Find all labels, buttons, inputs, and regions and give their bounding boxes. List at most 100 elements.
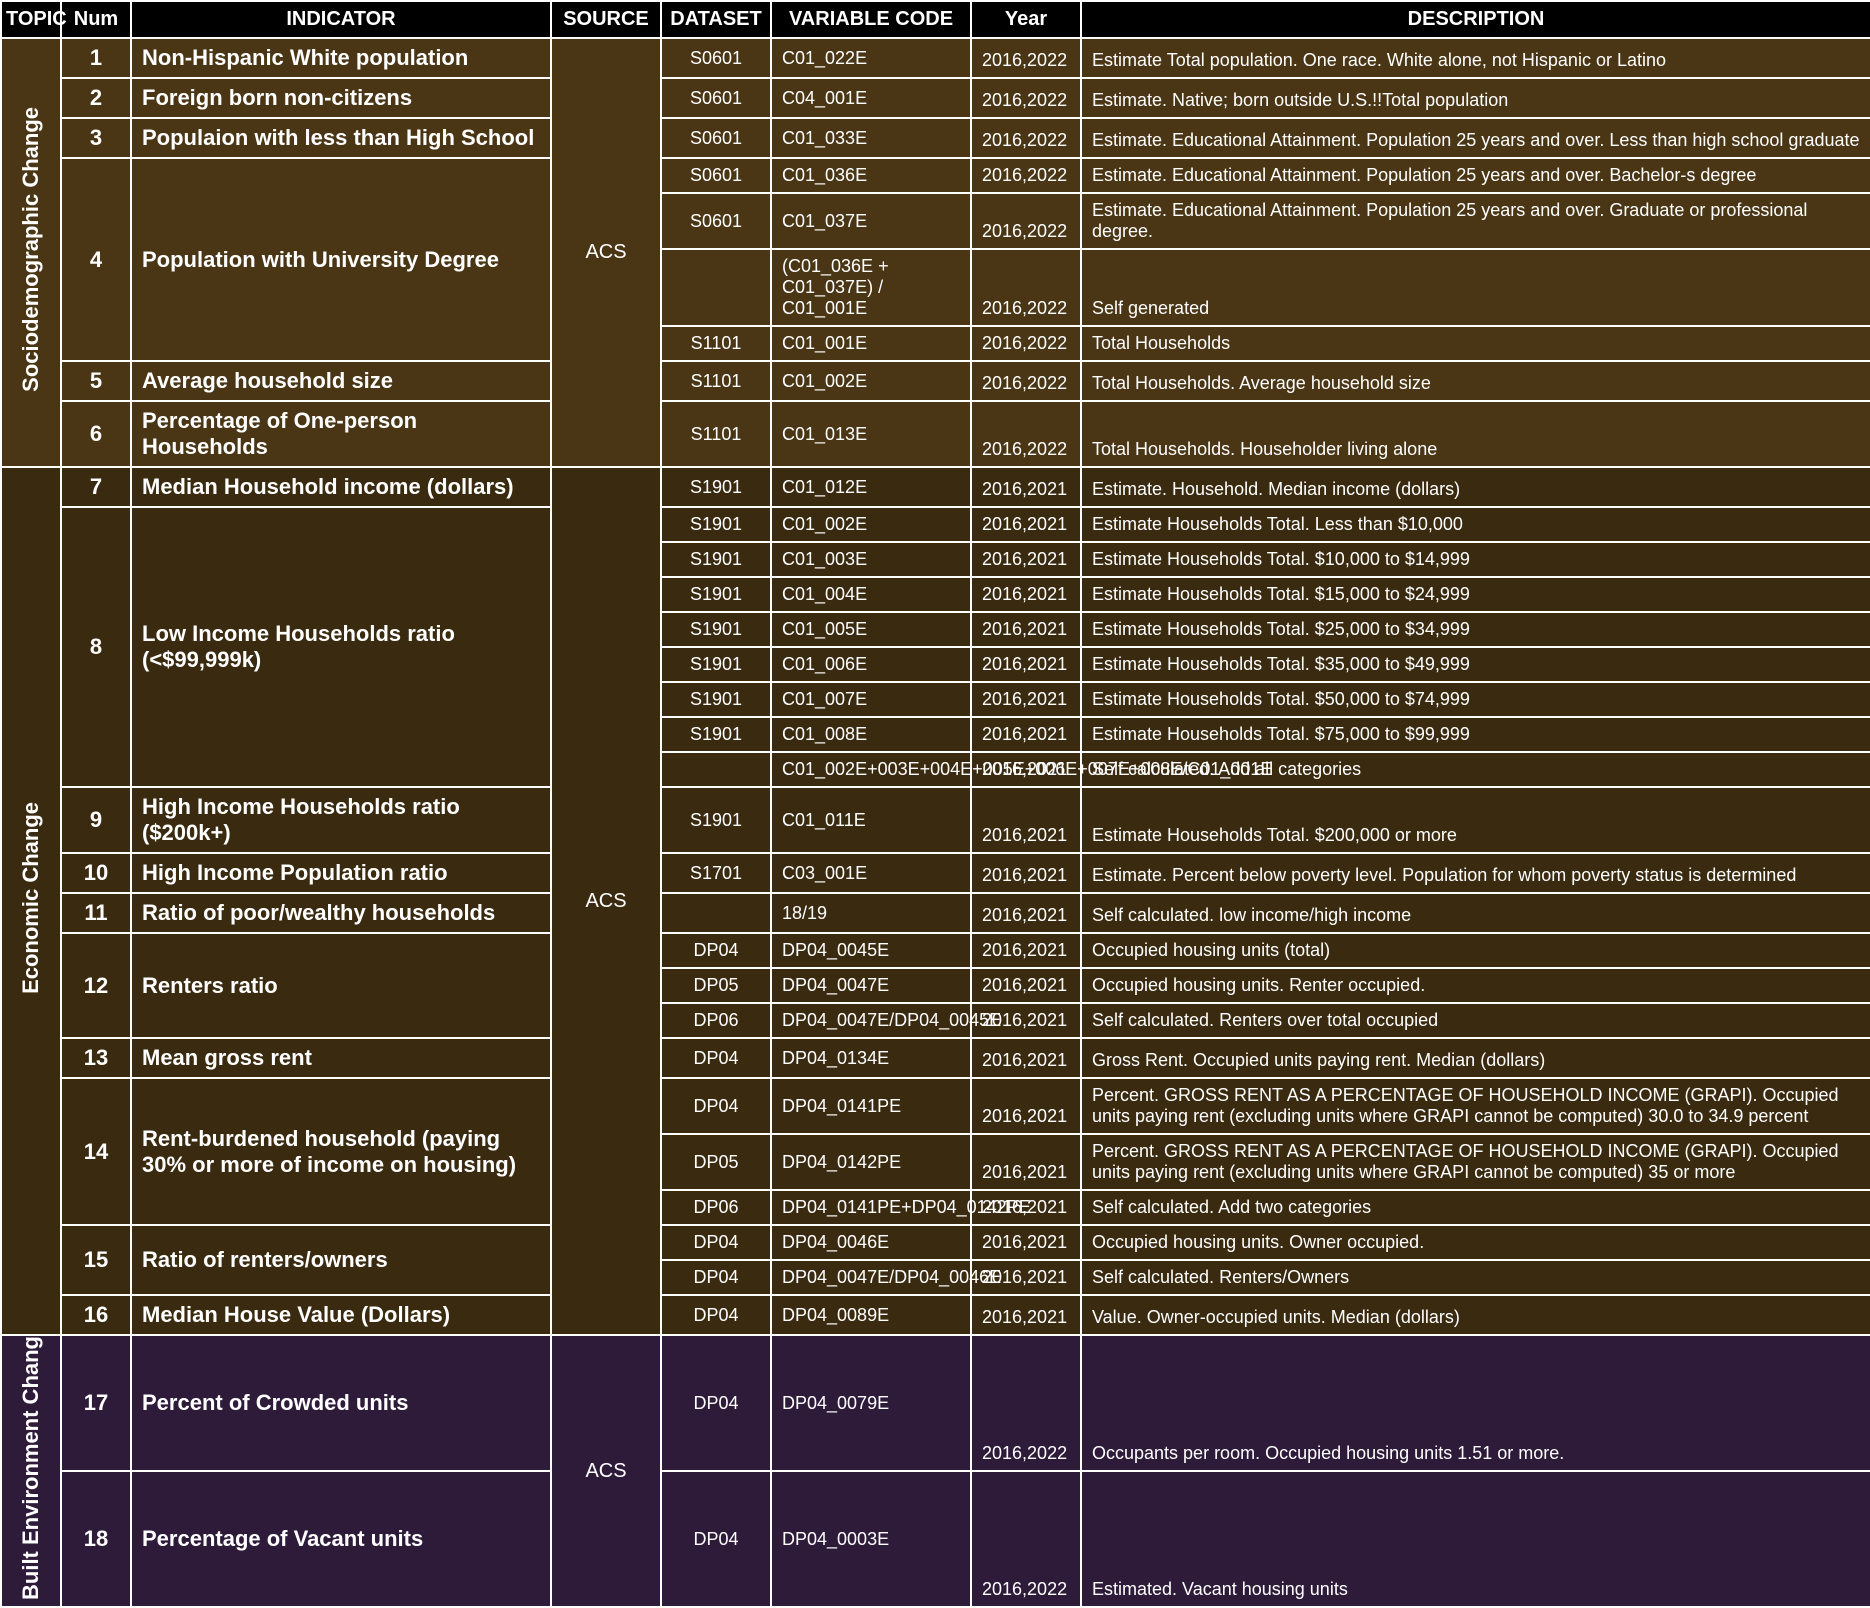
description-cell: Percent. GROSS RENT AS A PERCENTAGE OF H… xyxy=(1081,1078,1870,1134)
year-cell: 2016,2021 xyxy=(971,1260,1081,1295)
dataset-cell: DP04 xyxy=(661,1260,771,1295)
dataset-cell: DP04 xyxy=(661,1471,771,1607)
variable-code-cell: C01_002E+003E+004E+005E+006E+007E+008E/C… xyxy=(771,752,971,787)
dataset-cell: S1901 xyxy=(661,507,771,542)
description-cell: Estimate Households Total. $200,000 or m… xyxy=(1081,787,1870,853)
year-cell: 2016,2022 xyxy=(971,326,1081,361)
table-row: 2Foreign born non-citizensS0601C04_001E2… xyxy=(1,78,1870,118)
indicator-cell: High Income Households ratio ($200k+) xyxy=(131,787,551,853)
dataset-cell: S0601 xyxy=(661,158,771,193)
table-row: 14Rent-burdened household (paying 30% or… xyxy=(1,1078,1870,1134)
variable-code-cell: C01_011E xyxy=(771,787,971,853)
year-cell: 2016,2022 xyxy=(971,158,1081,193)
dataset-cell: DP05 xyxy=(661,1134,771,1190)
dataset-cell: S1901 xyxy=(661,542,771,577)
source-cell: ACS xyxy=(551,467,661,1335)
dataset-cell: S0601 xyxy=(661,118,771,158)
description-cell: Self calculated. low income/high income xyxy=(1081,893,1870,933)
num-cell: 1 xyxy=(61,38,131,78)
description-cell: Estimate. Percent below poverty level. P… xyxy=(1081,853,1870,893)
table-row: 3Populaion with less than High SchoolS06… xyxy=(1,118,1870,158)
dataset-cell: S1701 xyxy=(661,853,771,893)
indicator-cell: Non-Hispanic White population xyxy=(131,38,551,78)
dataset-cell: DP04 xyxy=(661,1038,771,1078)
year-cell: 2016,2021 xyxy=(971,968,1081,1003)
dataset-cell: S1901 xyxy=(661,467,771,507)
dataset-cell: S0601 xyxy=(661,193,771,249)
indicator-cell: Ratio of poor/wealthy households xyxy=(131,893,551,933)
dataset-cell: S1901 xyxy=(661,787,771,853)
num-cell: 15 xyxy=(61,1225,131,1295)
description-cell: Estimate Households Total. $75,000 to $9… xyxy=(1081,717,1870,752)
indicator-cell: Average household size xyxy=(131,361,551,401)
indicator-cell: Rent-burdened household (paying 30% or m… xyxy=(131,1078,551,1225)
year-cell: 2016,2021 xyxy=(971,893,1081,933)
year-cell: 2016,2021 xyxy=(971,752,1081,787)
description-cell: Self calculated. Add all categories xyxy=(1081,752,1870,787)
variable-code-cell: C03_001E xyxy=(771,853,971,893)
dataset-cell: DP06 xyxy=(661,1003,771,1038)
num-cell: 5 xyxy=(61,361,131,401)
year-cell: 2016,2021 xyxy=(971,577,1081,612)
dataset-cell: DP04 xyxy=(661,1295,771,1335)
num-cell: 14 xyxy=(61,1078,131,1225)
dataset-cell: S0601 xyxy=(661,78,771,118)
year-cell: 2016,2021 xyxy=(971,1225,1081,1260)
year-cell: 2016,2021 xyxy=(971,682,1081,717)
variable-code-cell: DP04_0047E/DP04_0045E xyxy=(771,1003,971,1038)
dataset-cell xyxy=(661,752,771,787)
description-cell: Percent. GROSS RENT AS A PERCENTAGE OF H… xyxy=(1081,1134,1870,1190)
year-cell: 2016,2022 xyxy=(971,1471,1081,1607)
description-cell: Value. Owner-occupied units. Median (dol… xyxy=(1081,1295,1870,1335)
table-row: 15Ratio of renters/ownersDP04DP04_0046E2… xyxy=(1,1225,1870,1260)
table-row: 10High Income Population ratioS1701C03_0… xyxy=(1,853,1870,893)
dataset-cell: DP06 xyxy=(661,1190,771,1225)
topic-cell: Economic Change xyxy=(1,467,61,1335)
table-row: Sociodemographic Change1Non-Hispanic Whi… xyxy=(1,38,1870,78)
th-topic: TOPIC xyxy=(1,1,61,38)
topic-label: Built Environment Chang xyxy=(18,1336,44,1600)
num-cell: 4 xyxy=(61,158,131,361)
table-row: 13Mean gross rentDP04DP04_0134E2016,2021… xyxy=(1,1038,1870,1078)
variable-code-cell: C01_012E xyxy=(771,467,971,507)
indicators-table: TOPIC Num INDICATOR SOURCE DATASET VARIA… xyxy=(0,0,1870,1608)
year-cell: 2016,2022 xyxy=(971,401,1081,467)
description-cell: Estimate Households Total. $15,000 to $2… xyxy=(1081,577,1870,612)
year-cell: 2016,2021 xyxy=(971,647,1081,682)
th-desc: DESCRIPTION xyxy=(1081,1,1870,38)
variable-code-cell: C01_002E xyxy=(771,507,971,542)
num-cell: 3 xyxy=(61,118,131,158)
variable-code-cell: DP04_0046E xyxy=(771,1225,971,1260)
year-cell: 2016,2021 xyxy=(971,1003,1081,1038)
year-cell: 2016,2021 xyxy=(971,1078,1081,1134)
topic-cell: Built Environment Chang xyxy=(1,1335,61,1607)
num-cell: 11 xyxy=(61,893,131,933)
table-row: 6Percentage of One-person HouseholdsS110… xyxy=(1,401,1870,467)
indicator-cell: Percentage of One-person Households xyxy=(131,401,551,467)
year-cell: 2016,2021 xyxy=(971,853,1081,893)
description-cell: Estimate. Household. Median income (doll… xyxy=(1081,467,1870,507)
variable-code-cell: C01_036E xyxy=(771,158,971,193)
table-row: Built Environment Chang17Percent of Crow… xyxy=(1,1335,1870,1471)
dataset-cell xyxy=(661,249,771,326)
description-cell: Total Households. Householder living alo… xyxy=(1081,401,1870,467)
dataset-cell: DP04 xyxy=(661,1078,771,1134)
num-cell: 7 xyxy=(61,467,131,507)
description-cell: Occupied housing units. Owner occupied. xyxy=(1081,1225,1870,1260)
num-cell: 2 xyxy=(61,78,131,118)
indicator-cell: Population with University Degree xyxy=(131,158,551,361)
th-varcode: VARIABLE CODE xyxy=(771,1,971,38)
indicator-cell: High Income Population ratio xyxy=(131,853,551,893)
dataset-cell: S1901 xyxy=(661,717,771,752)
dataset-cell: S1101 xyxy=(661,326,771,361)
variable-code-cell: C01_003E xyxy=(771,542,971,577)
variable-code-cell: DP04_0141PE+DP04_0142PE xyxy=(771,1190,971,1225)
variable-code-cell: C01_005E xyxy=(771,612,971,647)
indicator-cell: Low Income Households ratio (<$99,999k) xyxy=(131,507,551,787)
variable-code-cell: DP04_0089E xyxy=(771,1295,971,1335)
dataset-cell: DP04 xyxy=(661,1225,771,1260)
description-cell: Estimate Households Total. $25,000 to $3… xyxy=(1081,612,1870,647)
table-row: 18Percentage of Vacant unitsDP04DP04_000… xyxy=(1,1471,1870,1607)
variable-code-cell: C01_006E xyxy=(771,647,971,682)
indicator-cell: Renters ratio xyxy=(131,933,551,1038)
